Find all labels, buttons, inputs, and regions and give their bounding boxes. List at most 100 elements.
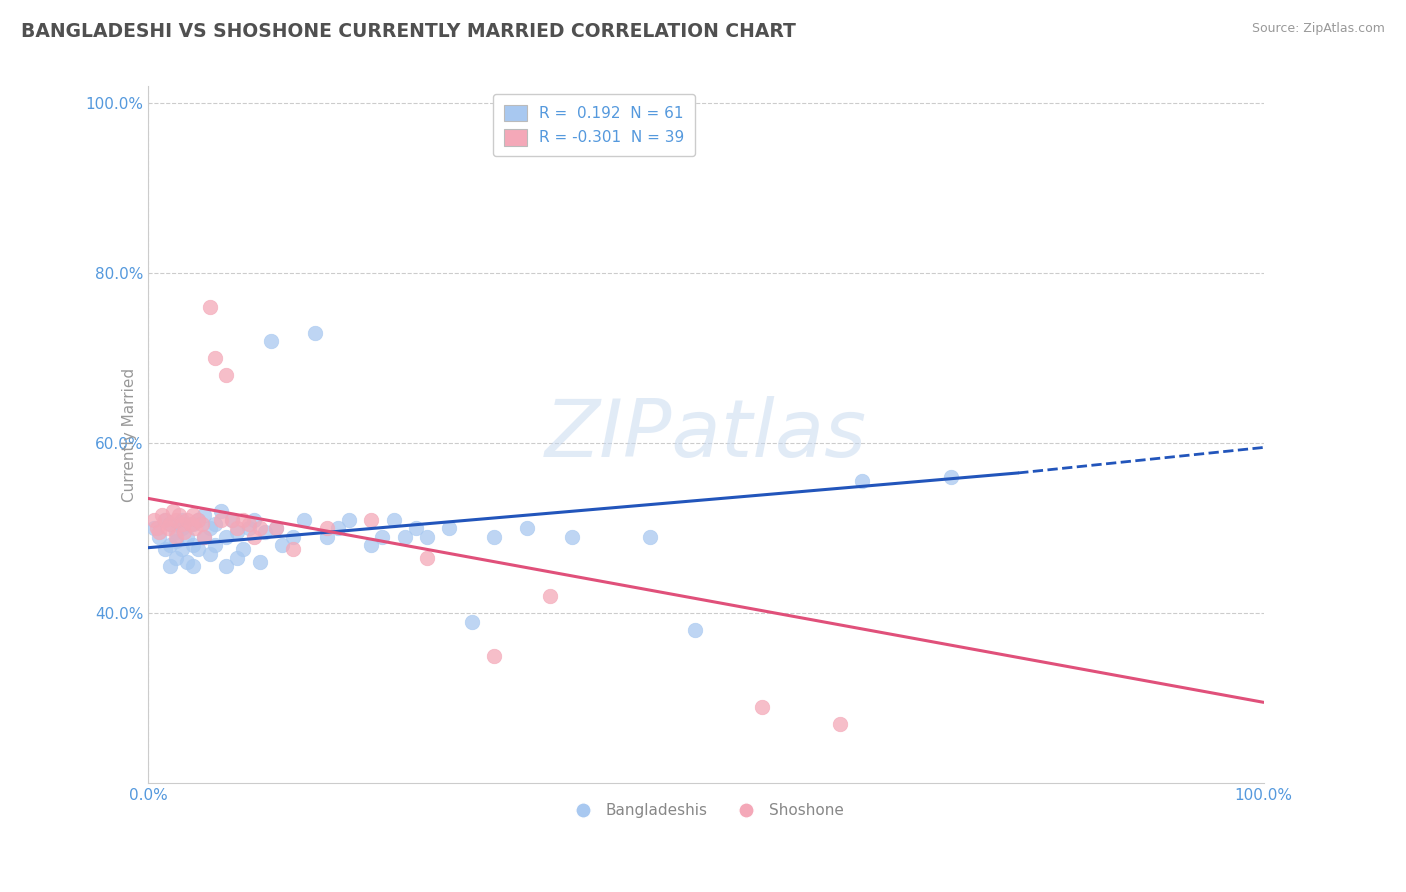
- Point: [254, 525, 277, 540]
- Point: [204, 538, 226, 552]
- Legend: Bangladeshis, Shoshone: Bangladeshis, Shoshone: [561, 797, 851, 824]
- Point: [159, 516, 181, 531]
- Point: [260, 334, 283, 349]
- Point: [238, 521, 260, 535]
- Point: [187, 513, 209, 527]
- Point: [315, 521, 337, 535]
- Point: [249, 555, 271, 569]
- Point: [159, 516, 181, 531]
- Point: [360, 513, 382, 527]
- Point: [142, 521, 165, 535]
- Point: [371, 530, 394, 544]
- Point: [157, 521, 180, 535]
- Point: [181, 516, 204, 531]
- Point: [146, 521, 169, 535]
- Point: [148, 525, 170, 540]
- Point: [482, 530, 505, 544]
- Point: [232, 513, 254, 527]
- Point: [187, 513, 209, 527]
- Point: [153, 513, 176, 527]
- Point: [249, 521, 271, 535]
- Point: [181, 559, 204, 574]
- Point: [283, 530, 305, 544]
- Point: [271, 538, 294, 552]
- Point: [215, 530, 238, 544]
- Text: BANGLADESHI VS SHOSHONE CURRENTLY MARRIED CORRELATION CHART: BANGLADESHI VS SHOSHONE CURRENTLY MARRIE…: [21, 22, 796, 41]
- Point: [204, 351, 226, 366]
- Point: [460, 615, 482, 629]
- Point: [382, 513, 405, 527]
- Point: [170, 513, 193, 527]
- Point: [162, 504, 184, 518]
- Point: [304, 326, 326, 340]
- Point: [170, 516, 193, 531]
- Point: [180, 516, 202, 531]
- Point: [416, 530, 439, 544]
- Point: [851, 475, 873, 489]
- Y-axis label: Currently Married: Currently Married: [122, 368, 136, 502]
- Point: [190, 516, 212, 531]
- Point: [165, 513, 187, 527]
- Point: [209, 504, 232, 518]
- Point: [221, 513, 243, 527]
- Point: [326, 521, 349, 535]
- Point: [165, 550, 187, 565]
- Point: [292, 513, 315, 527]
- Point: [153, 513, 176, 527]
- Point: [232, 542, 254, 557]
- Point: [226, 521, 249, 535]
- Point: [170, 542, 193, 557]
- Point: [337, 513, 360, 527]
- Point: [150, 508, 173, 523]
- Point: [176, 530, 198, 544]
- Point: [181, 538, 204, 552]
- Point: [538, 589, 561, 603]
- Point: [187, 542, 209, 557]
- Point: [215, 368, 238, 383]
- Point: [198, 521, 221, 535]
- Point: [360, 538, 382, 552]
- Point: [176, 513, 198, 527]
- Point: [165, 530, 187, 544]
- Point: [165, 525, 187, 540]
- Point: [148, 530, 170, 544]
- Point: [243, 513, 266, 527]
- Point: [266, 521, 288, 535]
- Point: [683, 623, 706, 637]
- Point: [193, 508, 215, 523]
- Point: [638, 530, 661, 544]
- Point: [209, 513, 232, 527]
- Point: [159, 538, 181, 552]
- Point: [439, 521, 461, 535]
- Point: [169, 508, 191, 523]
- Point: [482, 648, 505, 663]
- Point: [238, 516, 260, 531]
- Text: ZIPatlas: ZIPatlas: [544, 396, 868, 474]
- Point: [181, 508, 204, 523]
- Point: [315, 530, 337, 544]
- Point: [184, 521, 207, 535]
- Point: [142, 513, 165, 527]
- Point: [204, 516, 226, 531]
- Point: [226, 525, 249, 540]
- Point: [751, 699, 773, 714]
- Point: [221, 513, 243, 527]
- Point: [173, 525, 195, 540]
- Point: [165, 533, 187, 548]
- Point: [283, 542, 305, 557]
- Point: [193, 530, 215, 544]
- Point: [405, 521, 427, 535]
- Point: [243, 530, 266, 544]
- Text: Source: ZipAtlas.com: Source: ZipAtlas.com: [1251, 22, 1385, 36]
- Point: [941, 470, 963, 484]
- Point: [561, 530, 583, 544]
- Point: [193, 530, 215, 544]
- Point: [170, 521, 193, 535]
- Point: [215, 559, 238, 574]
- Point: [198, 547, 221, 561]
- Point: [516, 521, 538, 535]
- Point: [153, 542, 176, 557]
- Point: [266, 521, 288, 535]
- Point: [828, 716, 851, 731]
- Point: [198, 300, 221, 314]
